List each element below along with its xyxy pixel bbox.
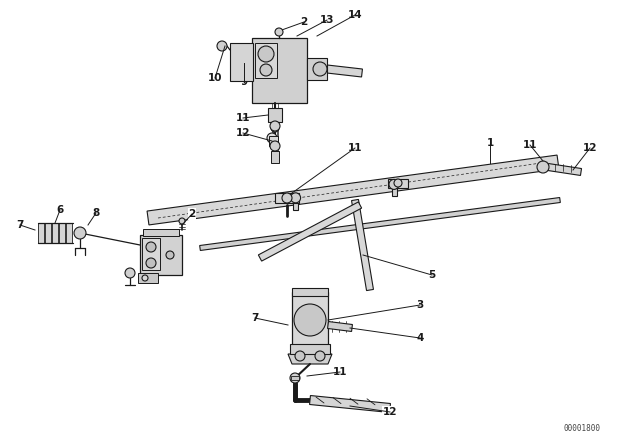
Bar [291,376,299,380]
Bar [307,58,327,80]
Circle shape [294,304,326,336]
Circle shape [291,193,301,203]
Polygon shape [310,396,390,413]
Circle shape [179,218,185,224]
Bar [59,223,65,243]
Circle shape [537,161,549,173]
Bar [52,223,58,243]
Circle shape [142,275,148,281]
Text: 13: 13 [320,15,334,25]
Polygon shape [351,199,374,291]
Circle shape [290,373,300,383]
Text: 14: 14 [348,10,362,20]
Polygon shape [288,354,332,364]
Polygon shape [293,200,298,210]
Bar [143,229,179,236]
Text: 2: 2 [188,209,196,219]
Text: 12: 12 [236,128,250,138]
Text: 11: 11 [523,140,537,150]
Bar [268,108,282,122]
Polygon shape [200,198,561,250]
Circle shape [258,46,274,62]
Circle shape [275,28,283,36]
Circle shape [270,141,280,151]
Circle shape [74,227,86,239]
Bar [252,38,307,103]
Circle shape [271,124,279,132]
Bar [140,235,182,275]
Bar [45,223,51,243]
Bar [269,136,278,146]
Polygon shape [259,202,362,261]
Bar [142,238,160,270]
Polygon shape [388,178,408,188]
Circle shape [313,62,327,76]
Text: 8: 8 [92,208,100,218]
Text: 3: 3 [417,300,424,310]
Circle shape [166,251,174,259]
Circle shape [125,268,135,278]
Circle shape [146,258,156,268]
Polygon shape [547,164,582,176]
Circle shape [267,133,277,143]
Polygon shape [147,155,559,225]
Polygon shape [275,193,299,203]
Text: 00001800: 00001800 [563,423,600,432]
Circle shape [394,179,402,187]
Bar [138,273,158,283]
Text: 1: 1 [486,138,493,148]
Circle shape [389,179,399,190]
Circle shape [260,64,272,76]
Bar [230,43,253,81]
Text: 4: 4 [416,333,424,343]
Bar [292,288,328,296]
Text: 2: 2 [300,17,308,27]
Circle shape [282,193,292,203]
Text: 7: 7 [252,313,259,323]
Circle shape [295,351,305,361]
Text: 5: 5 [428,270,436,280]
Circle shape [146,242,156,252]
Text: 11: 11 [236,113,250,123]
Text: 12: 12 [383,407,397,417]
Text: 11: 11 [333,367,348,377]
Text: 12: 12 [583,143,597,153]
Polygon shape [326,65,362,77]
Text: 10: 10 [208,73,222,83]
Text: 11: 11 [348,143,362,153]
Bar [66,223,72,243]
Bar [292,292,328,348]
Text: 9: 9 [241,77,248,87]
Bar [38,223,44,243]
Bar [271,151,279,163]
Bar [255,43,277,78]
Polygon shape [392,186,397,196]
Circle shape [217,41,227,51]
Bar [290,344,330,354]
Text: 7: 7 [16,220,24,230]
Polygon shape [328,322,353,332]
Circle shape [315,351,325,361]
Text: 6: 6 [56,205,63,215]
Circle shape [270,121,280,131]
